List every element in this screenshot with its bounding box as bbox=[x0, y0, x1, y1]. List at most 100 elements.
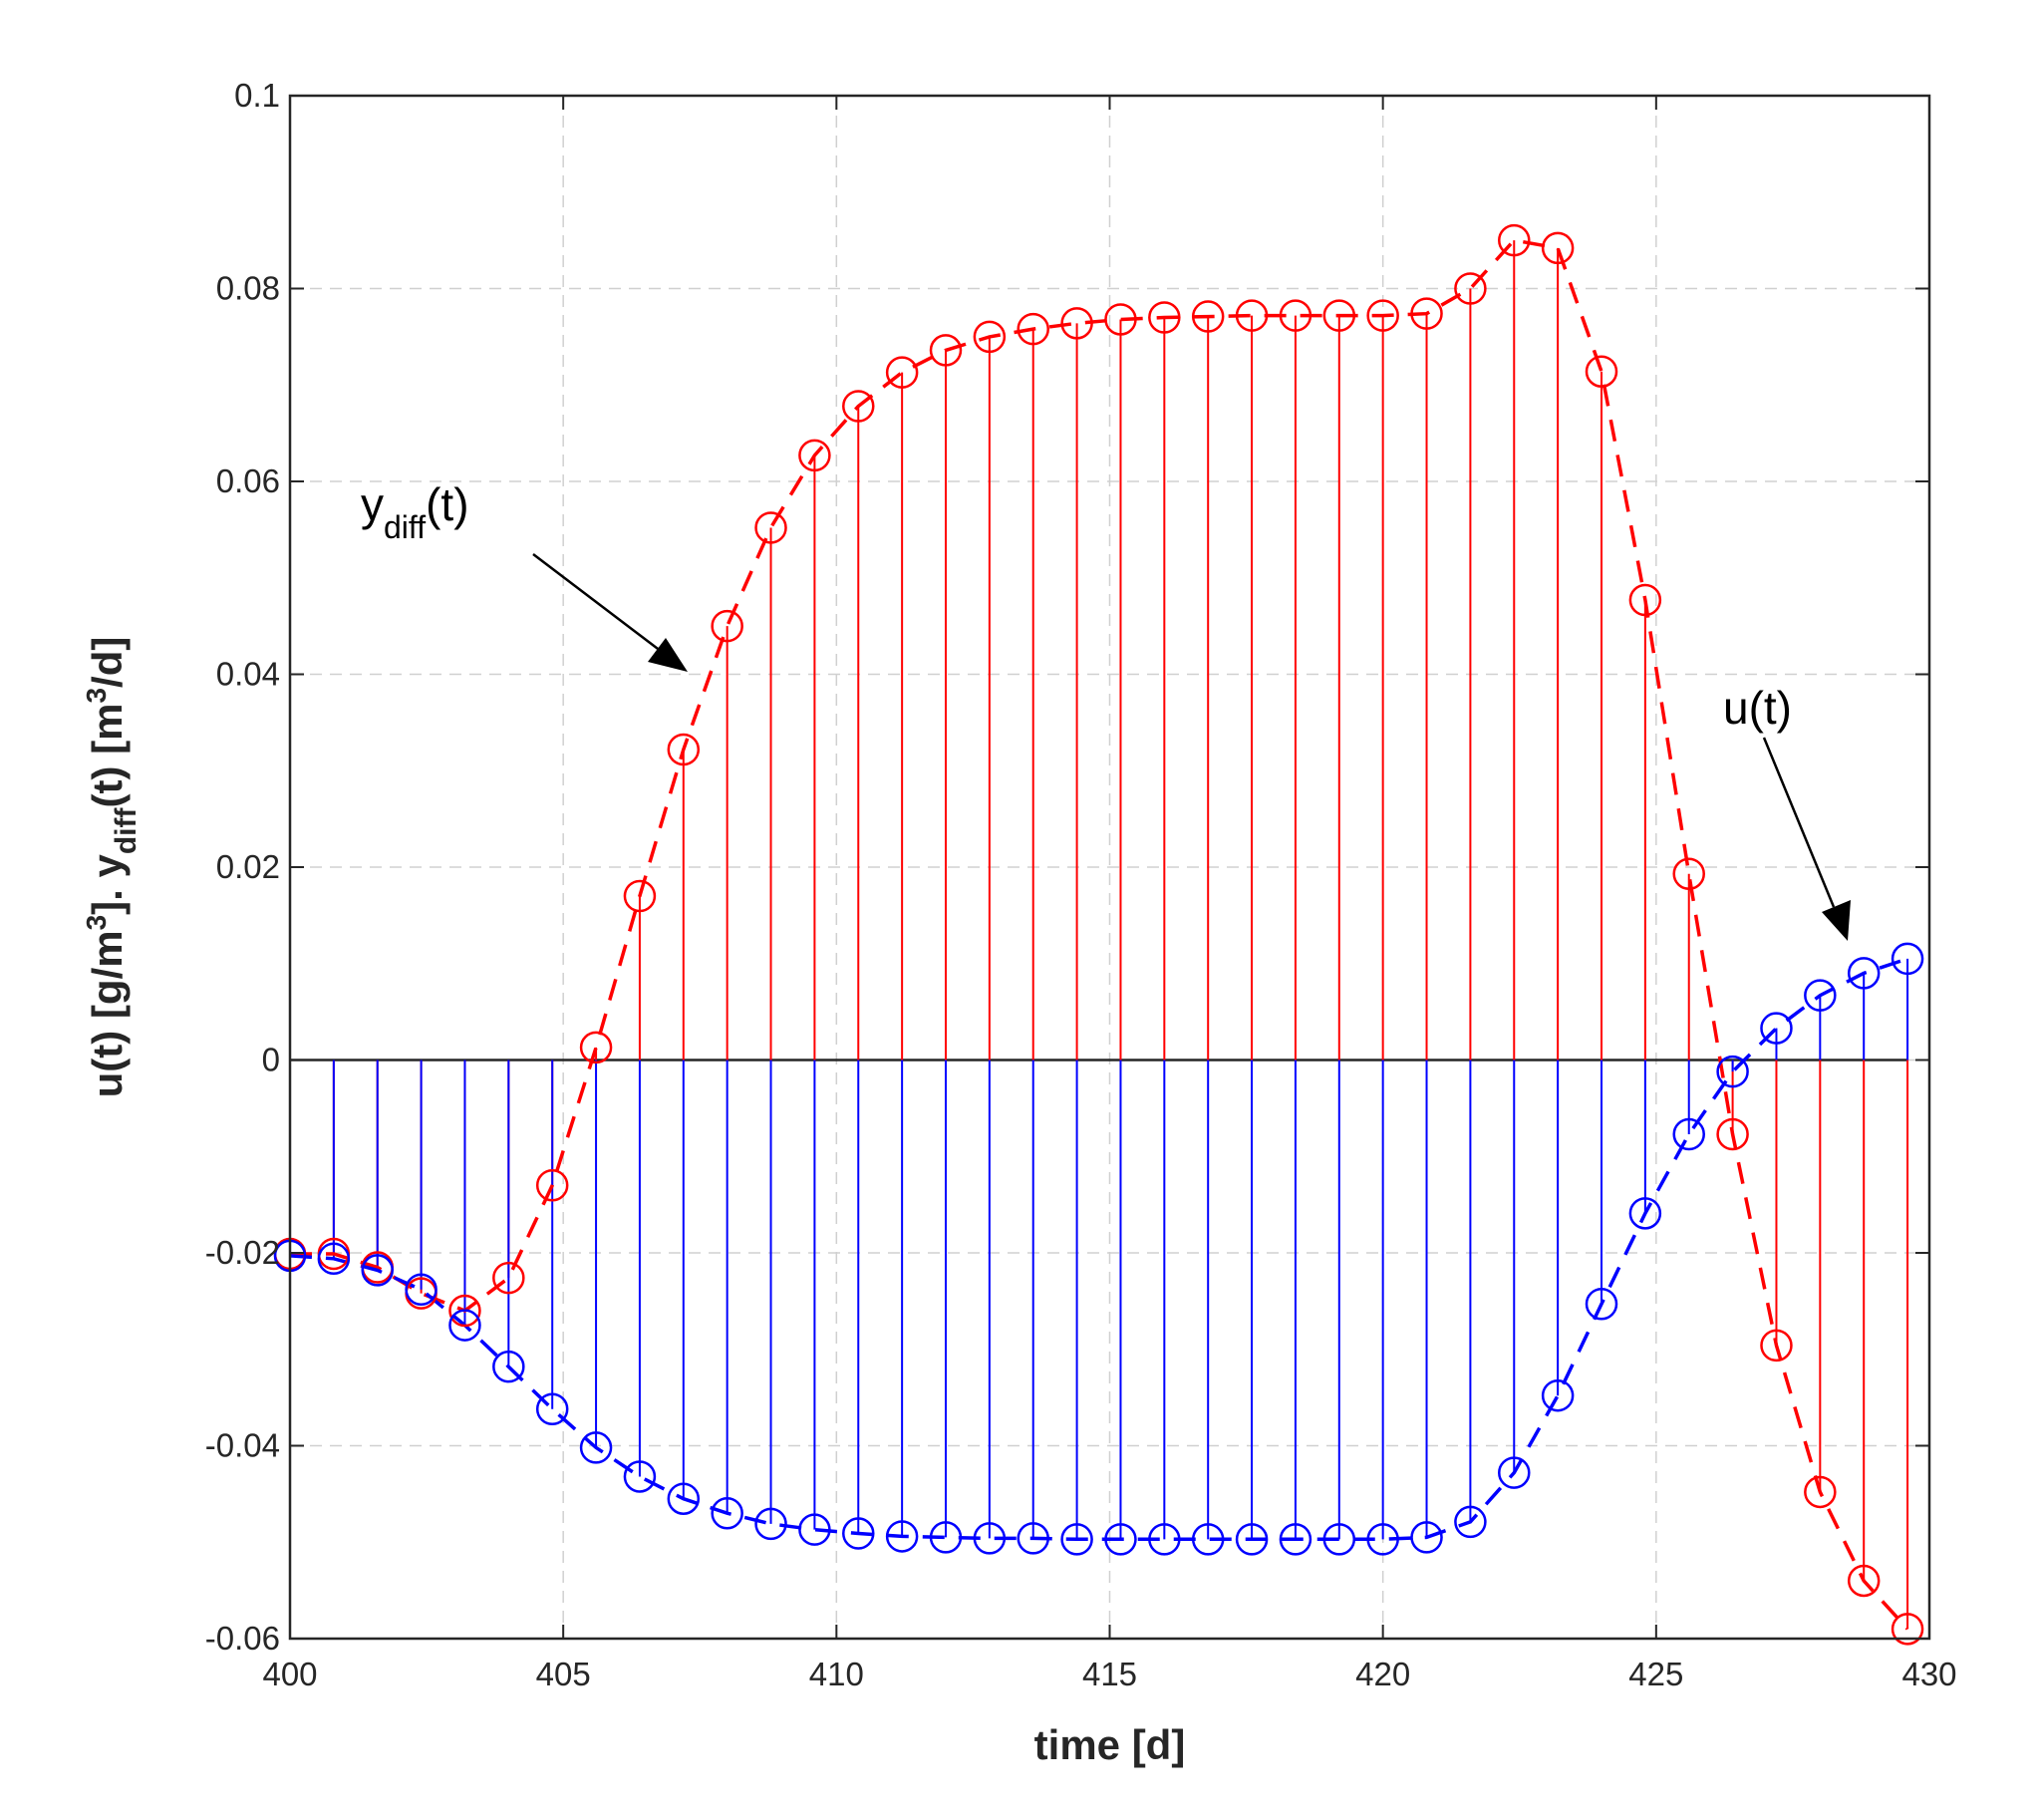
series-lines bbox=[289, 238, 1909, 1631]
marker-u bbox=[1366, 1523, 1399, 1556]
marker-u bbox=[929, 1521, 963, 1554]
marker-u bbox=[579, 1431, 613, 1464]
marker-ydiff bbox=[885, 356, 919, 389]
markers bbox=[273, 223, 1924, 1646]
marker-u bbox=[1760, 1012, 1793, 1045]
y-tick-label: -0.02 bbox=[205, 1234, 280, 1271]
marker-ydiff bbox=[1891, 1613, 1924, 1646]
tick-labels: 400 405 410 415 420 425 430 -0.06 -0.04 -0.02 0 0.0… bbox=[205, 77, 1957, 1692]
marker-u bbox=[361, 1254, 394, 1287]
x-tick-label: 415 bbox=[1082, 1656, 1137, 1692]
marker-ydiff bbox=[1322, 299, 1356, 332]
marker-ydiff bbox=[1060, 307, 1093, 340]
marker-ydiff bbox=[1279, 299, 1312, 332]
marker-ydiff bbox=[973, 320, 1007, 354]
marker-u bbox=[1891, 942, 1924, 976]
annotation-ydiff-arrow-shaft bbox=[532, 553, 671, 659]
x-tick-label: 405 bbox=[536, 1656, 591, 1692]
marker-u bbox=[1191, 1523, 1225, 1556]
marker-u bbox=[1847, 957, 1881, 990]
marker-ydiff bbox=[1585, 355, 1618, 388]
y-tick-label: -0.06 bbox=[205, 1620, 280, 1657]
annotation-u-label: u(t) bbox=[1723, 682, 1792, 734]
marker-u bbox=[842, 1517, 875, 1550]
marker-ydiff bbox=[1104, 303, 1137, 336]
marker-u bbox=[1804, 979, 1837, 1012]
annotation-ydiff-arrowhead bbox=[648, 638, 688, 672]
annotation-ydiff-label: ydiff(t) bbox=[361, 478, 469, 545]
marker-u bbox=[492, 1350, 525, 1383]
marker-ydiff bbox=[492, 1261, 525, 1295]
x-tick-label: 410 bbox=[809, 1656, 864, 1692]
marker-ydiff bbox=[1716, 1117, 1749, 1151]
y-tick-label: 0.02 bbox=[216, 848, 280, 885]
marker-ydiff bbox=[711, 609, 743, 643]
marker-u bbox=[623, 1460, 657, 1493]
marker-u bbox=[885, 1520, 919, 1553]
marker-u bbox=[798, 1513, 831, 1546]
marker-ydiff bbox=[535, 1169, 569, 1202]
marker-u bbox=[405, 1273, 437, 1307]
x-tick-label: 400 bbox=[262, 1656, 317, 1692]
y-tick-label: -0.04 bbox=[205, 1427, 280, 1464]
marker-u bbox=[1628, 1197, 1662, 1230]
marker-ydiff bbox=[1454, 272, 1487, 305]
marker-u bbox=[317, 1242, 351, 1276]
marker-u bbox=[667, 1482, 701, 1515]
marker-u bbox=[1672, 1117, 1705, 1151]
marker-ydiff bbox=[1235, 299, 1269, 332]
marker-ydiff bbox=[1541, 231, 1575, 265]
marker-ydiff bbox=[1672, 857, 1705, 891]
marker-ydiff bbox=[1148, 301, 1181, 334]
marker-u bbox=[1060, 1523, 1093, 1556]
marker-u bbox=[1585, 1288, 1618, 1321]
line-u bbox=[289, 957, 1908, 1542]
marker-ydiff bbox=[1628, 583, 1662, 617]
y-axis-title: u(t) [g/m3]. ydiff(t) [m3/d] bbox=[81, 637, 143, 1098]
annotation-u: u(t) bbox=[1723, 682, 1851, 941]
marker-ydiff bbox=[667, 733, 701, 766]
x-tick-label: 425 bbox=[1628, 1656, 1683, 1692]
y-tick-label: 0.08 bbox=[216, 270, 280, 307]
marker-u bbox=[1148, 1523, 1181, 1556]
x-axis-title: time [d] bbox=[1034, 1721, 1186, 1768]
ticks bbox=[289, 95, 1930, 1640]
marker-ydiff bbox=[1498, 223, 1531, 257]
marker-u bbox=[1454, 1505, 1487, 1539]
stems bbox=[289, 240, 1909, 1630]
marker-u bbox=[1716, 1055, 1749, 1088]
marker-ydiff bbox=[1191, 300, 1225, 333]
x-tick-label: 420 bbox=[1355, 1656, 1410, 1692]
y-tick-label: 0.1 bbox=[234, 77, 280, 114]
annotation-ydiff: ydiff(t) bbox=[361, 478, 688, 672]
marker-u bbox=[973, 1522, 1007, 1555]
marker-ydiff bbox=[623, 879, 657, 913]
marker-u bbox=[1541, 1378, 1575, 1412]
marker-u bbox=[1322, 1523, 1356, 1556]
x-tick-label: 430 bbox=[1901, 1656, 1956, 1692]
marker-ydiff bbox=[1760, 1329, 1793, 1363]
marker-ydiff bbox=[1017, 312, 1049, 346]
marker-ydiff bbox=[1410, 297, 1443, 330]
marker-ydiff bbox=[448, 1294, 481, 1328]
marker-u bbox=[711, 1496, 743, 1530]
marker-u bbox=[1498, 1456, 1531, 1489]
line-ydiff bbox=[290, 238, 1909, 1631]
annotation-u-arrow-shaft bbox=[1762, 737, 1836, 908]
marker-u bbox=[1279, 1523, 1312, 1556]
annotation-u-arrowhead bbox=[1822, 900, 1851, 941]
marker-ydiff bbox=[1847, 1564, 1881, 1598]
marker-u bbox=[1017, 1522, 1049, 1555]
y-tick-label: 0.04 bbox=[216, 656, 280, 693]
marker-ydiff bbox=[798, 439, 831, 472]
marker-u bbox=[754, 1507, 787, 1541]
marker-ydiff bbox=[1804, 1475, 1837, 1509]
marker-ydiff bbox=[579, 1031, 613, 1064]
marker-u bbox=[535, 1392, 569, 1425]
marker-u bbox=[448, 1309, 481, 1342]
marker-ydiff bbox=[842, 390, 875, 423]
marker-u bbox=[1410, 1521, 1443, 1554]
marker-u bbox=[1104, 1523, 1137, 1556]
marker-u bbox=[1235, 1523, 1269, 1556]
marker-ydiff bbox=[1366, 299, 1399, 332]
